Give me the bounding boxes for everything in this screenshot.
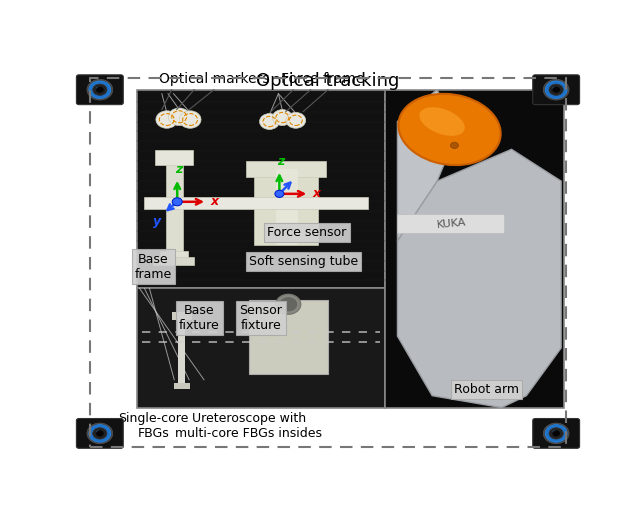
Circle shape [545,425,567,442]
Circle shape [280,297,297,312]
Text: Base
frame: Base frame [135,252,172,281]
Text: Optical tracking: Optical tracking [256,72,400,90]
Circle shape [96,430,100,433]
Bar [246,161,326,177]
Circle shape [260,114,280,130]
Circle shape [96,430,104,437]
Text: Single-core
FBGs: Single-core FBGs [118,412,189,440]
Circle shape [179,111,201,128]
Bar [249,300,328,374]
Circle shape [549,84,563,95]
Ellipse shape [184,118,200,127]
Circle shape [276,294,301,314]
Ellipse shape [173,115,189,125]
Circle shape [552,87,557,90]
Bar [385,90,564,408]
Circle shape [286,112,306,128]
Bar [154,256,194,265]
Text: z: z [175,163,182,176]
Bar [174,383,190,389]
Circle shape [87,79,113,100]
Ellipse shape [419,107,465,136]
FancyBboxPatch shape [532,75,580,105]
Bar [397,214,504,233]
Circle shape [93,428,107,439]
Polygon shape [397,90,457,240]
Circle shape [552,87,560,93]
Text: KUKA: KUKA [436,217,467,230]
Text: Soft sensing tube: Soft sensing tube [249,255,358,268]
Bar [145,197,367,209]
Polygon shape [397,149,561,408]
Text: Base
fixture: Base fixture [179,304,220,332]
Circle shape [168,108,190,125]
Text: Robot arm: Robot arm [454,383,519,396]
FancyBboxPatch shape [532,418,580,448]
Bar [172,312,191,320]
Ellipse shape [161,118,176,127]
Circle shape [273,109,292,125]
Text: Force sensor: Force sensor [268,227,347,239]
Circle shape [96,87,104,93]
Bar [166,157,183,257]
Bar [137,90,385,288]
Circle shape [93,84,107,95]
Circle shape [451,142,458,149]
Bar [253,169,318,245]
Circle shape [552,430,560,437]
Circle shape [156,111,178,128]
Text: z: z [276,155,284,168]
Circle shape [89,81,111,99]
Circle shape [549,428,563,439]
Text: y: y [153,215,161,228]
Ellipse shape [398,94,500,165]
Text: x: x [312,187,320,200]
Circle shape [543,79,569,100]
Circle shape [543,423,569,444]
Circle shape [552,430,557,433]
Text: Optical markers: Optical markers [159,72,269,86]
Bar [156,150,193,165]
Circle shape [87,423,113,444]
Circle shape [172,198,182,206]
Circle shape [96,87,100,90]
Circle shape [545,81,567,99]
Circle shape [275,190,284,198]
Bar [276,169,298,245]
FancyBboxPatch shape [76,75,124,105]
Bar [178,316,185,386]
Circle shape [89,425,111,442]
Text: Force frame: Force frame [282,72,365,86]
Bar [137,288,385,408]
Text: Ureteroscope with
multi-core FBGs insides: Ureteroscope with multi-core FBGs inside… [175,412,322,440]
FancyBboxPatch shape [76,418,124,448]
Bar [161,251,188,261]
Text: Sensor
fixture: Sensor fixture [239,304,282,332]
Text: x: x [211,195,219,208]
